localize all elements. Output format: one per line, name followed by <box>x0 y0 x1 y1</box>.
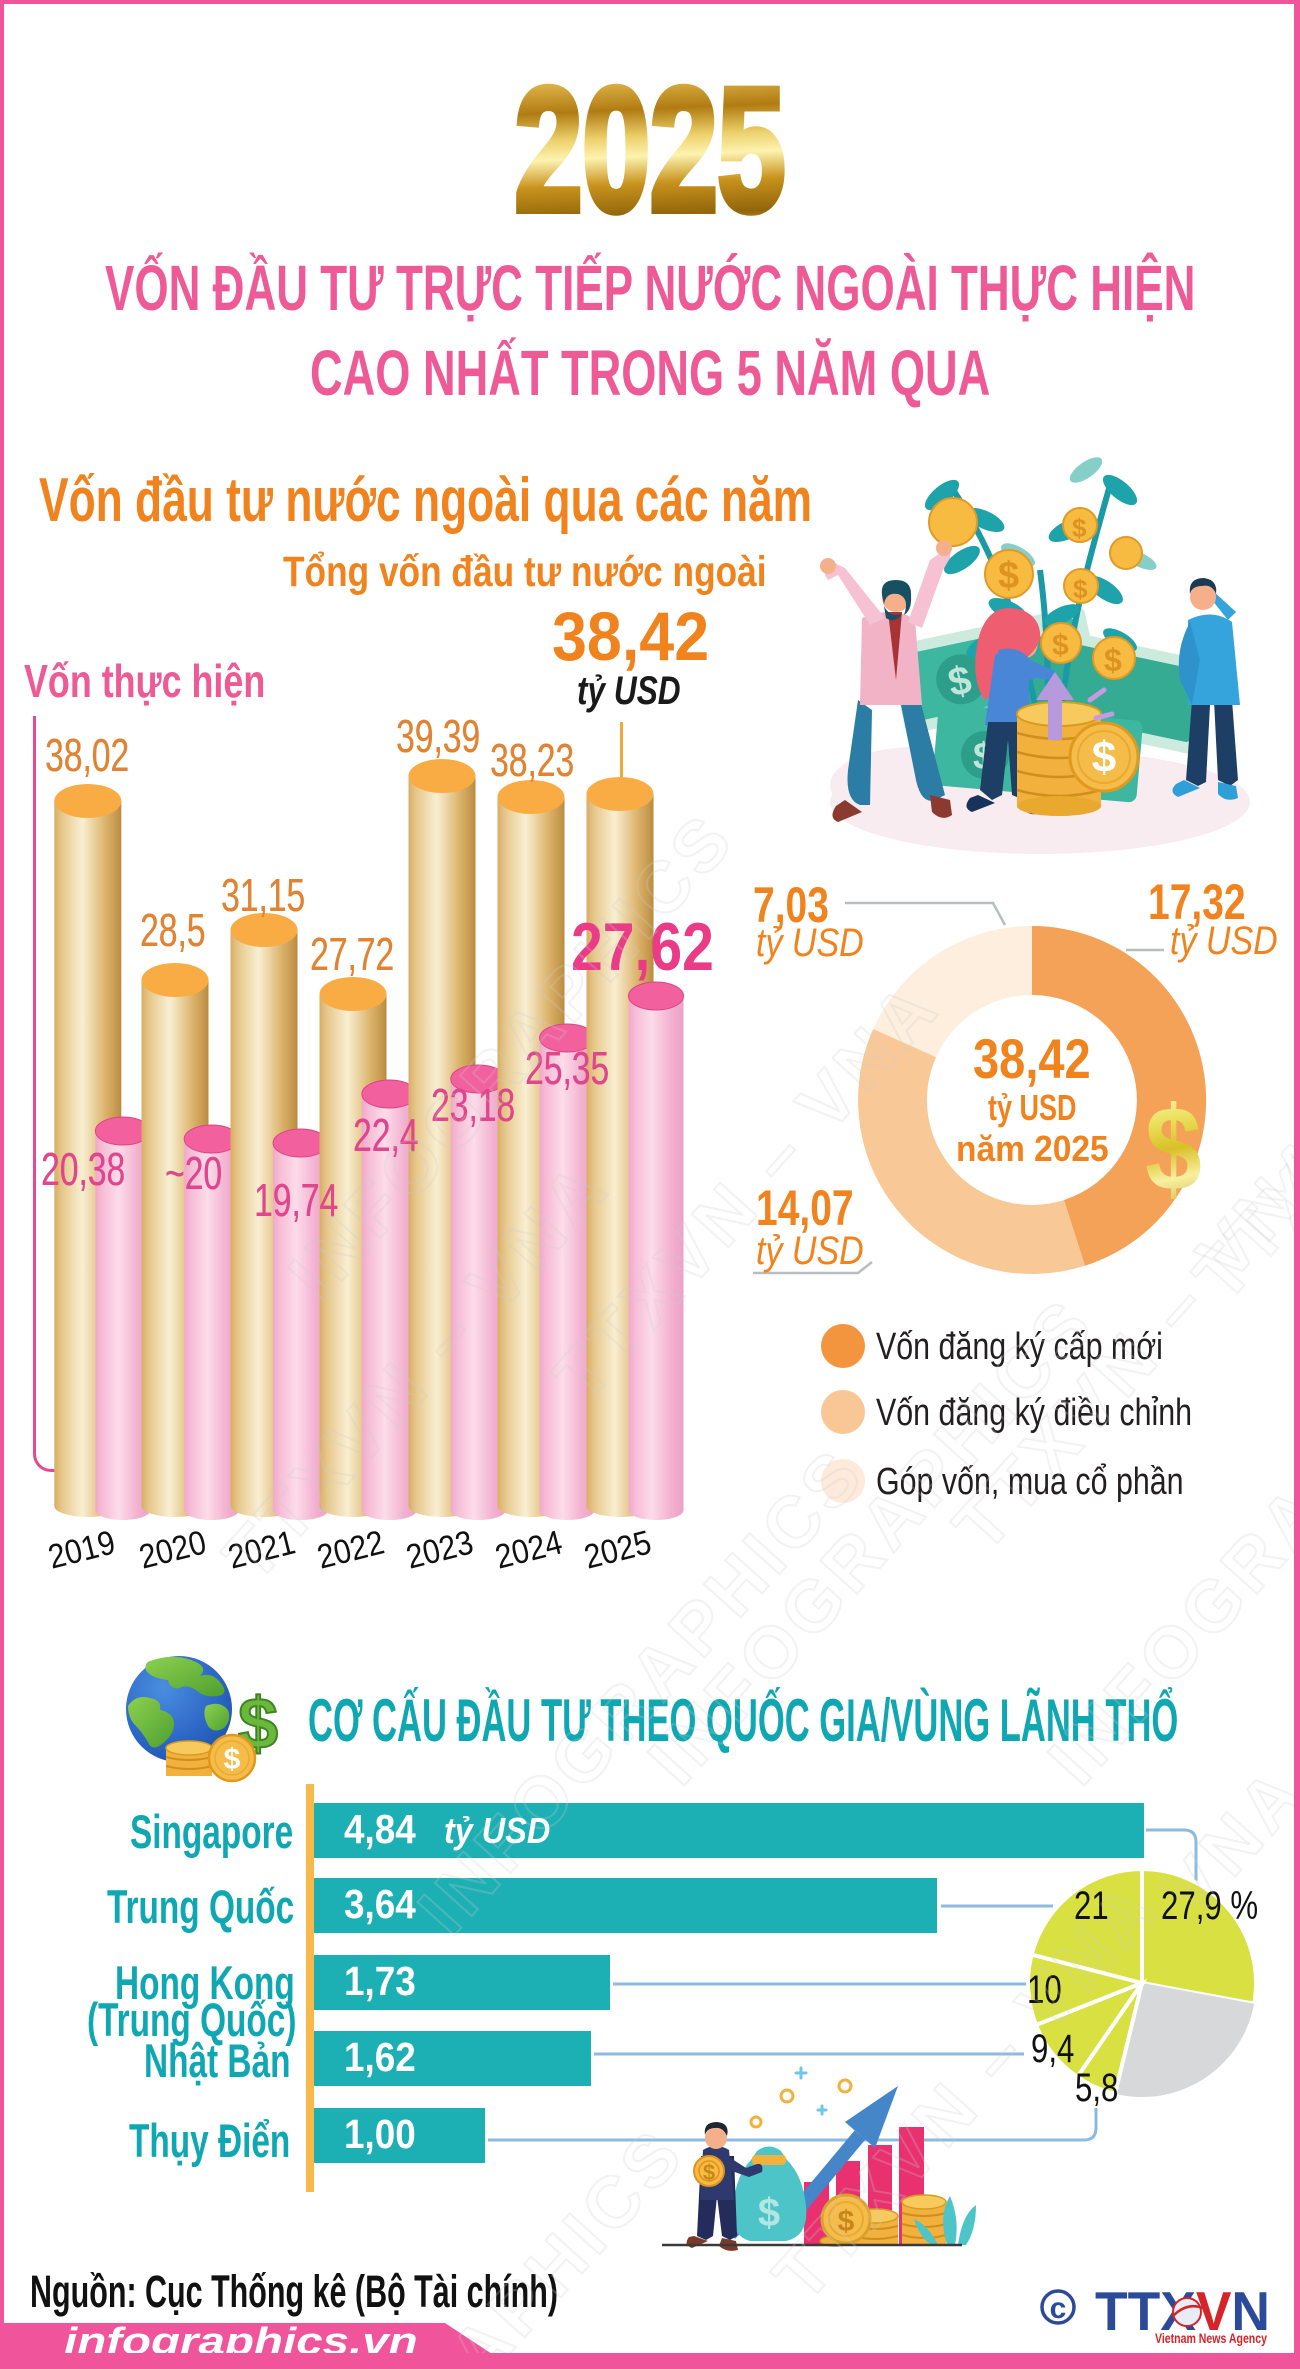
svg-text:$: $ <box>224 1743 241 1776</box>
svg-text:Vietnam News Agency: Vietnam News Agency <box>1155 2330 1267 2346</box>
svg-text:$: $ <box>1072 513 1087 543</box>
svg-text:c: c <box>1050 2292 1067 2325</box>
svg-text:$: $ <box>998 555 1019 597</box>
svg-text:$: $ <box>1052 629 1069 662</box>
svg-text:$: $ <box>1092 733 1116 782</box>
svg-text:$: $ <box>838 2205 855 2238</box>
svg-text:$: $ <box>1073 574 1088 604</box>
svg-text:2025: 2025 <box>515 55 786 225</box>
svg-text:$: $ <box>758 2191 780 2235</box>
svg-text:$: $ <box>238 1684 278 1764</box>
svg-text:$: $ <box>1104 642 1122 678</box>
svg-text:$: $ <box>703 2160 715 2185</box>
